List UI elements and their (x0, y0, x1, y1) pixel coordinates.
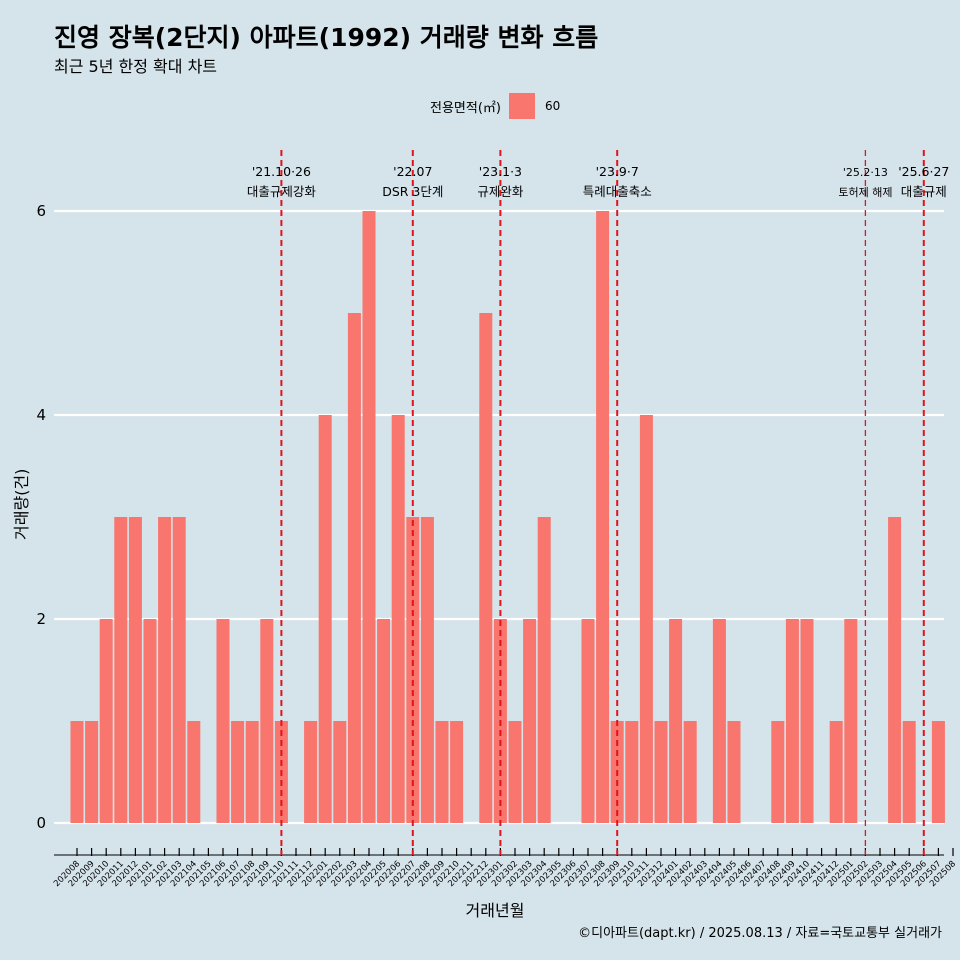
bar (85, 721, 99, 823)
bar (654, 721, 668, 823)
y-axis-label: 거래량(건) (12, 468, 31, 540)
bar (391, 415, 405, 823)
event-label: 규제완화 (477, 184, 524, 199)
bar (785, 619, 799, 823)
bar (304, 721, 318, 823)
chart-title: 진영 장복(2단지) 아파트(1992) 거래량 변화 흐름 (54, 23, 599, 52)
bar (479, 313, 493, 823)
bar (727, 721, 741, 823)
bar (99, 619, 113, 823)
bar (537, 517, 551, 823)
bar (172, 517, 186, 823)
bar (669, 619, 683, 823)
y-tick-label: 4 (36, 406, 46, 424)
bar (625, 721, 639, 823)
bar (260, 619, 274, 823)
bar (683, 721, 697, 823)
bar (347, 313, 361, 823)
bar (712, 619, 726, 823)
bar (800, 619, 814, 823)
x-axis-label: 거래년월 (465, 901, 525, 920)
legend-label: 60 (544, 99, 561, 113)
legend: 전용면적(㎡) 60 (430, 93, 560, 119)
y-tick-label: 0 (36, 814, 46, 832)
bar (245, 721, 259, 823)
event-label: DSR 3단계 (382, 184, 443, 199)
bar (829, 721, 843, 823)
bar (508, 721, 522, 823)
bar (771, 721, 785, 823)
bar (902, 721, 916, 823)
bar (639, 415, 653, 823)
bar (187, 721, 201, 823)
legend-swatch (508, 93, 535, 119)
bar (362, 211, 376, 823)
bar (128, 517, 142, 823)
bar (333, 721, 347, 823)
bar (420, 517, 434, 823)
source-caption: ©디아파트(dapt.kr) / 2025.08.13 / 자료=국토교통부 실… (578, 926, 942, 941)
event-date-label: '23.1·3 (479, 164, 522, 179)
chart-subtitle: 최근 5년 한정 확대 차트 (54, 57, 218, 76)
y-tick-label: 2 (36, 610, 46, 628)
event-date-label: '22.07 (393, 164, 432, 179)
y-tick-label: 6 (36, 202, 46, 220)
event-date-label: '23.9·7 (596, 164, 639, 179)
bar (931, 721, 945, 823)
event-date-label: '21.10·26 (252, 164, 311, 179)
bar (596, 211, 610, 823)
bar (450, 721, 464, 823)
event-label: 토허제 해제 (838, 185, 892, 199)
bar (114, 517, 128, 823)
bar (888, 517, 902, 823)
bar (318, 415, 332, 823)
event-label: 특례대출축소 (583, 184, 652, 199)
bar (377, 619, 391, 823)
bar (435, 721, 449, 823)
event-label: 대출규제강화 (247, 184, 317, 199)
event-date-label: '25.6·27 (898, 164, 949, 179)
bar (216, 619, 230, 823)
event-date-label: '25.2·13 (843, 166, 888, 179)
bar (844, 619, 858, 823)
bar (158, 517, 172, 823)
legend-title: 전용면적(㎡) (430, 100, 501, 116)
bar (143, 619, 157, 823)
event-label: 대출규제 (901, 184, 947, 199)
bar (70, 721, 84, 823)
bar (581, 619, 595, 823)
bar (523, 619, 537, 823)
bar (231, 721, 245, 823)
